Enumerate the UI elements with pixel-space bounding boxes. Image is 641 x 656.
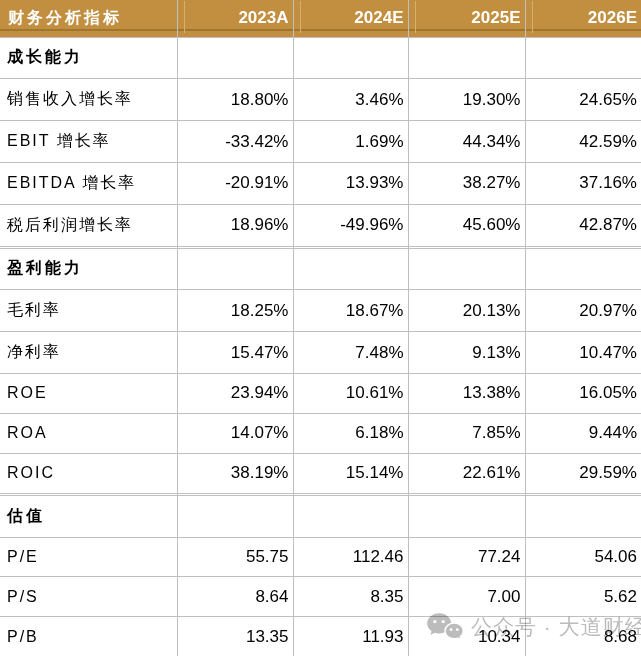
financial-metrics-table: 财务分析指标 2023A 2024E 2025E 2026E 成长能力 销售收入… — [0, 0, 641, 656]
metric-row: P/S 8.64 8.35 7.00 5.62 — [0, 577, 641, 617]
metric-value: 20.13% — [408, 290, 525, 332]
metric-row: EBITDA 增长率 -20.91% 13.93% 38.27% 37.16% — [0, 162, 641, 204]
metric-value: 14.07% — [177, 413, 293, 453]
column-header-metric: 财务分析指标 — [0, 0, 177, 37]
column-header-2023a: 2023A — [177, 0, 293, 37]
metric-label: P/S — [0, 577, 177, 617]
metric-value: 18.25% — [177, 290, 293, 332]
metric-value: 45.60% — [408, 204, 525, 246]
metric-row: ROIC 38.19% 15.14% 22.61% 29.59% — [0, 453, 641, 493]
metric-label: 净利率 — [0, 332, 177, 374]
metric-value: 38.27% — [408, 162, 525, 204]
section-row-profitability: 盈利能力 — [0, 248, 641, 290]
metric-label: P/E — [0, 537, 177, 577]
metric-value: 54.06 — [525, 537, 641, 577]
section-row-growth: 成长能力 — [0, 37, 641, 79]
metric-value: 1.69% — [293, 121, 408, 163]
column-header-2025e: 2025E — [408, 0, 525, 37]
metric-value: -20.91% — [177, 162, 293, 204]
section-title: 成长能力 — [0, 37, 177, 79]
metric-value: 19.30% — [408, 79, 525, 121]
column-header-2024e: 2024E — [293, 0, 408, 37]
metric-value: 3.46% — [293, 79, 408, 121]
metric-value: 44.34% — [408, 121, 525, 163]
metric-value: 10.61% — [293, 374, 408, 414]
column-header-2026e: 2026E — [525, 0, 641, 37]
metric-row: 销售收入增长率 18.80% 3.46% 19.30% 24.65% — [0, 79, 641, 121]
metric-value: 13.35 — [177, 617, 293, 656]
section-row-valuation: 估值 — [0, 495, 641, 537]
metric-row: 毛利率 18.25% 18.67% 20.13% 20.97% — [0, 290, 641, 332]
metric-label: ROIC — [0, 453, 177, 493]
metric-row: P/E 55.75 112.46 77.24 54.06 — [0, 537, 641, 577]
metric-label: 毛利率 — [0, 290, 177, 332]
metric-value: 22.61% — [408, 453, 525, 493]
metric-row: EBIT 增长率 -33.42% 1.69% 44.34% 42.59% — [0, 121, 641, 163]
metric-row: ROE 23.94% 10.61% 13.38% 16.05% — [0, 374, 641, 414]
metric-value: 8.68 — [525, 617, 641, 656]
metric-value: 38.19% — [177, 453, 293, 493]
metric-value: 11.93 — [293, 617, 408, 656]
metric-value: 29.59% — [525, 453, 641, 493]
metric-value: 10.34 — [408, 617, 525, 656]
metric-value: 18.80% — [177, 79, 293, 121]
metric-row: 净利率 15.47% 7.48% 9.13% 10.47% — [0, 332, 641, 374]
metric-value: -49.96% — [293, 204, 408, 246]
metric-value: 9.13% — [408, 332, 525, 374]
metric-label: ROA — [0, 413, 177, 453]
financial-analysis-table-page: 财务分析指标 2023A 2024E 2025E 2026E 成长能力 销售收入… — [0, 0, 641, 656]
metric-row: P/B 13.35 11.93 10.34 8.68 — [0, 617, 641, 656]
metric-value: 18.96% — [177, 204, 293, 246]
section-title: 估值 — [0, 495, 177, 537]
metric-value: 8.64 — [177, 577, 293, 617]
section-title: 盈利能力 — [0, 248, 177, 290]
metric-value: 10.47% — [525, 332, 641, 374]
metric-value: 13.38% — [408, 374, 525, 414]
metric-label: 税后利润增长率 — [0, 204, 177, 246]
metric-value: 55.75 — [177, 537, 293, 577]
metric-value: 16.05% — [525, 374, 641, 414]
table-header-row: 财务分析指标 2023A 2024E 2025E 2026E — [0, 0, 641, 37]
metric-value: 9.44% — [525, 413, 641, 453]
metric-label: EBIT 增长率 — [0, 121, 177, 163]
metric-value: 20.97% — [525, 290, 641, 332]
metric-label: 销售收入增长率 — [0, 79, 177, 121]
metric-value: 7.00 — [408, 577, 525, 617]
metric-label: EBITDA 增长率 — [0, 162, 177, 204]
metric-value: 7.85% — [408, 413, 525, 453]
metric-value: 112.46 — [293, 537, 408, 577]
metric-label: ROE — [0, 374, 177, 414]
metric-value: 24.65% — [525, 79, 641, 121]
metric-row: ROA 14.07% 6.18% 7.85% 9.44% — [0, 413, 641, 453]
metric-value: 15.14% — [293, 453, 408, 493]
metric-value: 42.87% — [525, 204, 641, 246]
metric-value: 7.48% — [293, 332, 408, 374]
metric-value: 77.24 — [408, 537, 525, 577]
metric-value: 8.35 — [293, 577, 408, 617]
metric-value: 37.16% — [525, 162, 641, 204]
metric-value: 23.94% — [177, 374, 293, 414]
metric-value: 42.59% — [525, 121, 641, 163]
metric-row: 税后利润增长率 18.96% -49.96% 45.60% 42.87% — [0, 204, 641, 246]
metric-value: -33.42% — [177, 121, 293, 163]
metric-value: 5.62 — [525, 577, 641, 617]
metric-value: 6.18% — [293, 413, 408, 453]
metric-value: 13.93% — [293, 162, 408, 204]
metric-label: P/B — [0, 617, 177, 656]
metric-value: 15.47% — [177, 332, 293, 374]
metric-value: 18.67% — [293, 290, 408, 332]
